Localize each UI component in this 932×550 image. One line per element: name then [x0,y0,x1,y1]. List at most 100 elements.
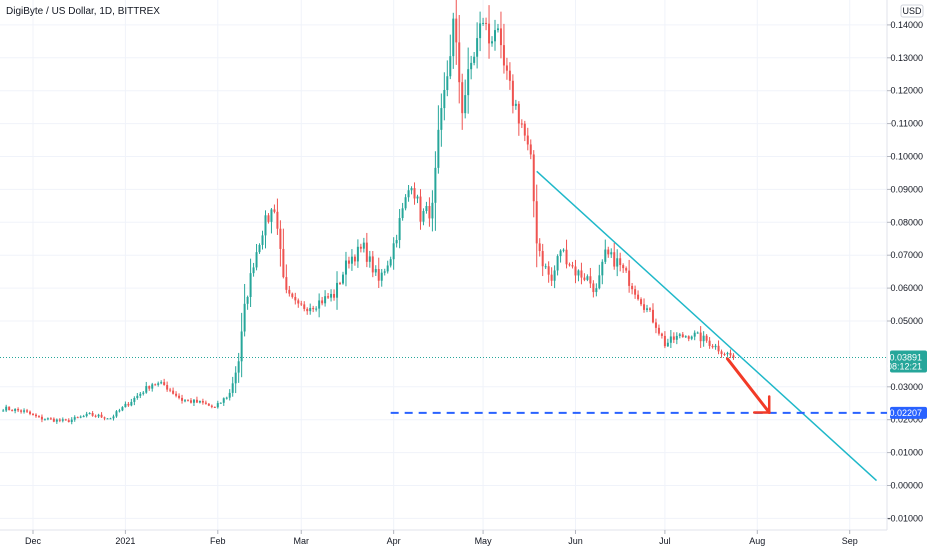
candle [440,93,443,147]
candle [583,273,586,282]
candle [616,249,619,277]
candle [672,332,675,344]
candle [491,36,494,47]
candle [485,17,488,31]
forecast-arrow[interactable] [725,357,771,414]
candle [139,391,142,399]
candle [300,300,303,306]
candle [258,243,261,254]
candle [133,396,136,406]
currency-badge[interactable]: USD [900,4,924,18]
candle [228,389,231,401]
candle [470,55,473,80]
candle [359,243,362,253]
candle [148,385,151,391]
y-tick-label: 0.00000 [890,481,923,491]
candle [130,398,133,407]
candle [625,266,628,273]
candle [240,312,243,378]
y-tick-label: -0.01000 [887,513,923,523]
candle [619,252,622,272]
candle [2,408,5,412]
candle [58,418,61,423]
candle [413,182,416,205]
candle [708,337,711,349]
candle [437,105,440,174]
candle [353,254,356,266]
candle [520,119,523,129]
candle [684,335,687,338]
candle [517,101,520,136]
candle [380,269,383,287]
candle [699,326,702,348]
candle [151,382,154,392]
candle [622,263,625,273]
candle [356,239,359,268]
candle [651,303,654,324]
candle [76,416,79,419]
candle [157,381,160,387]
candle [178,393,181,400]
candle [368,250,371,268]
candle [646,304,649,313]
x-tick-label: Feb [210,536,226,546]
candle [452,12,455,69]
candle [339,281,342,285]
candle [678,332,681,339]
time-axis[interactable]: Dec 2021 Feb Mar Apr May Jun Jul Aug Sep [25,530,858,546]
candle [511,74,514,114]
candle [586,274,589,282]
candle [112,414,115,421]
candle [544,263,547,270]
candle [216,400,219,409]
price-axis[interactable]: 0.14000 0.13000 0.12000 0.11000 0.10000 0.090… [887,20,927,524]
candle [17,407,20,413]
candle [118,408,121,413]
candle [598,264,601,290]
candle [467,47,470,114]
candle [732,353,735,360]
candle [94,414,97,418]
y-tick-label: 0.09000 [890,184,923,194]
candle [49,417,52,420]
candle [589,267,592,289]
drawings[interactable] [0,170,887,482]
candle [696,331,699,334]
candle [43,418,46,421]
candle [40,414,43,423]
candle [100,412,103,418]
candle [324,290,327,307]
candle [32,412,34,416]
candle [267,213,270,224]
candle [154,383,157,386]
target-price-tag: 0.02207 [889,406,927,419]
candle [145,381,148,394]
candle [628,259,631,293]
candle [410,186,413,195]
candle [720,349,723,358]
candle [106,418,109,420]
candle [347,256,350,269]
candle [419,189,422,230]
candle [160,380,163,385]
candle [172,387,175,395]
candle [121,406,124,412]
currency-label: USD [902,6,922,16]
candle [327,292,330,299]
candle [383,268,386,276]
candle [705,334,708,343]
candle [282,228,285,279]
candle [473,52,476,66]
candle [23,408,26,414]
candle [488,5,491,59]
candle [225,396,228,400]
candle [231,376,234,397]
candle [169,387,172,393]
candle [693,330,696,341]
trend-line[interactable] [536,170,878,482]
candle [175,391,178,398]
y-tick-label: 0.08000 [890,217,923,227]
candle [386,260,389,274]
candle [523,120,526,142]
